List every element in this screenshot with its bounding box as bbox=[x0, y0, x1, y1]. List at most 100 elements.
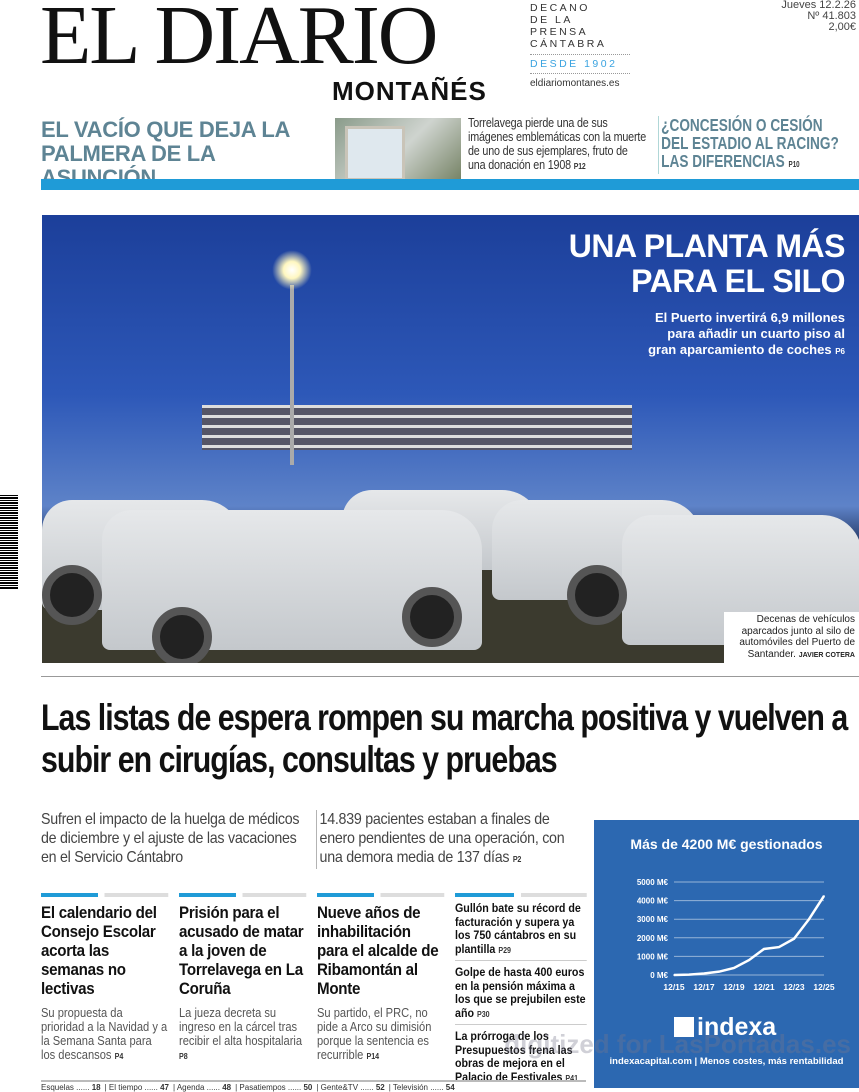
headline-line: UNA PLANTA MÁS bbox=[568, 228, 846, 264]
story-column[interactable]: Nueve años de inhabilitación para el alc… bbox=[317, 893, 445, 1064]
photo-subtitle: El Puerto invertirá 6,9 millones para añ… bbox=[645, 310, 845, 360]
masthead-logo: EL DIARIO bbox=[40, 0, 438, 82]
y-tick-label: 5000 M€ bbox=[637, 878, 669, 887]
ad-logo: indexa bbox=[674, 1013, 776, 1042]
headline-line: PARA EL SILO bbox=[631, 263, 845, 299]
y-tick-label: 0 M€ bbox=[650, 971, 668, 980]
photo-credit: JAVIER COTERA bbox=[798, 651, 855, 659]
lead-subhead-2: 14.839 pacientes estaban a finales de en… bbox=[316, 810, 585, 869]
index-item[interactable]: Esquelas ...... 18 bbox=[41, 1083, 101, 1092]
story-column[interactable]: El calendario del Consejo Escolar acorta… bbox=[41, 893, 169, 1064]
lead-headline[interactable]: Las listas de espera rompen su marcha po… bbox=[41, 697, 848, 780]
ad-chart: 0 M€ 1000 M€ 2000 M€ 3000 M€ 4000 M€ 5000 M€ 1… bbox=[637, 878, 835, 992]
index-bar: Esquelas ...... 18 | El tiempo ...... 47 |… bbox=[41, 1080, 586, 1092]
barcode bbox=[0, 495, 18, 590]
ad-title: Más de 4200 M€ gestionados bbox=[630, 836, 823, 852]
story-headline: Nueve años de inhabilitación para el alc… bbox=[317, 903, 439, 998]
brief-text: La prórroga de los Presupuestos frena la… bbox=[455, 1029, 573, 1084]
teaser-middle[interactable]: Torrelavega pierde una de sus imágenes e… bbox=[468, 116, 647, 174]
since-label: DESDE 1902 bbox=[530, 54, 630, 74]
divider bbox=[41, 676, 859, 677]
watermark: digitized for LasPortadas.es bbox=[504, 1029, 851, 1059]
ad-footer: indexacapital.com | Menos costes, más re… bbox=[609, 1056, 844, 1067]
teaser-photo bbox=[335, 118, 461, 190]
story-headline: El calendario del Consejo Escolar acorta… bbox=[41, 903, 157, 998]
y-tick-label: 3000 M€ bbox=[637, 915, 669, 924]
index-item[interactable]: | Gente&TV ...... 52 bbox=[316, 1083, 385, 1092]
subhead-text: 14.839 pacientes estaban a finales de en… bbox=[319, 811, 565, 866]
x-tick-label: 12/23 bbox=[783, 982, 805, 992]
story-body: Su propuesta da prioridad a la Navidad y… bbox=[41, 1006, 168, 1062]
story-body: La jueza decreta su ingreso en la cárcel… bbox=[179, 1006, 303, 1048]
caption-text: Decenas de vehículos aparcados junto al … bbox=[739, 614, 855, 660]
data-point bbox=[673, 974, 675, 976]
lead-subhead-1: Sufren el impacto de la huelga de médico… bbox=[41, 811, 300, 866]
data-point bbox=[778, 946, 780, 948]
teaser-headline: ¿CONCESIÓN O CESIÓN DEL ESTADIO AL RACIN… bbox=[661, 115, 839, 171]
index-item[interactable]: | Agenda ...... 48 bbox=[172, 1083, 232, 1092]
story-body: Su partido, el PRC, no pide a Arco su di… bbox=[317, 1006, 432, 1062]
issue-number: Nº 41.803 bbox=[807, 10, 856, 22]
lamp-pole bbox=[290, 285, 294, 465]
teaser-text: Torrelavega pierde una de sus imágenes e… bbox=[468, 116, 647, 172]
page-ref: P2 bbox=[512, 855, 522, 864]
data-point bbox=[748, 959, 750, 961]
masthead-tagline: DECANO DE LA PRENSA CÁNTABRA DESDE 1902 … bbox=[530, 2, 630, 90]
page-ref: P10 bbox=[788, 160, 800, 169]
x-tick-label: 12/19 bbox=[723, 982, 745, 992]
page-ref: P4 bbox=[114, 1052, 124, 1061]
subtitle-text: El Puerto invertirá 6,9 millones para añ… bbox=[648, 310, 845, 357]
brand-name: indexa bbox=[697, 1013, 777, 1041]
brief-item[interactable]: Gullón bate su récord de facturación y s… bbox=[455, 901, 587, 961]
x-tick-label: 12/15 bbox=[663, 982, 685, 992]
photo-headline[interactable]: UNA PLANTA MÁS PARA EL SILO bbox=[568, 228, 846, 299]
data-point bbox=[718, 970, 720, 973]
tagline-line: CÁNTABRA bbox=[530, 38, 607, 50]
tagline-line: DECANO bbox=[530, 2, 590, 14]
lamp-light bbox=[272, 250, 312, 290]
indexa-ad[interactable]: Más de 4200 M€ gestionados 0 M€ 1000 M€ 20… bbox=[594, 820, 859, 1088]
data-point bbox=[688, 973, 690, 976]
brief-item[interactable]: Golpe de hasta 400 euros en la pensión m… bbox=[455, 965, 587, 1025]
page-ref: P29 bbox=[498, 945, 512, 955]
price: 2,00€ bbox=[828, 21, 856, 33]
main-photo: UNA PLANTA MÁS PARA EL SILO El Puerto inv… bbox=[42, 215, 859, 663]
data-point bbox=[763, 948, 765, 950]
story-headline: Prisión para el acusado de matar a la jo… bbox=[179, 903, 304, 998]
parking-silo bbox=[202, 405, 632, 450]
story-column[interactable]: Prisión para el acusado de matar a la jo… bbox=[179, 893, 307, 1064]
index-item[interactable]: | Pasatiempos ...... 50 bbox=[235, 1083, 313, 1092]
brief-item[interactable]: La prórroga de los Presupuestos frena la… bbox=[455, 1029, 587, 1088]
website-link[interactable]: eldiariomontanes.es bbox=[530, 78, 620, 89]
index-item[interactable]: | El tiempo ...... 47 bbox=[104, 1083, 169, 1092]
data-point bbox=[823, 895, 825, 897]
y-tick-label: 4000 M€ bbox=[637, 897, 669, 906]
briefs-column: Gullón bate su récord de facturación y s… bbox=[455, 893, 587, 1088]
y-tick-label: 1000 M€ bbox=[637, 952, 669, 961]
tagline-line: DE LA PRENSA bbox=[530, 14, 589, 38]
y-tick-label: 2000 M€ bbox=[637, 934, 669, 943]
page-ref: P12 bbox=[573, 162, 586, 171]
data-point bbox=[793, 937, 795, 940]
teaser-right[interactable]: ¿CONCESIÓN O CESIÓN DEL ESTADIO AL RACIN… bbox=[658, 116, 850, 174]
brief-text: Golpe de hasta 400 euros en la pensión m… bbox=[455, 965, 586, 1020]
issue-info: Jueves 12.2.26 Nº 41.803 2,00€ bbox=[781, 0, 856, 33]
page-ref: P8 bbox=[179, 1052, 188, 1061]
x-tick-label: 12/17 bbox=[693, 982, 715, 992]
data-point bbox=[733, 967, 735, 969]
page-ref: P41 bbox=[565, 1073, 579, 1083]
index-item[interactable]: | Televisión ...... 54 bbox=[388, 1083, 455, 1092]
teaser-left-headline[interactable]: EL VACÍO QUE DEJA LA PALMERA DE LA ASUNC… bbox=[41, 117, 290, 190]
photo-caption: Decenas de vehículos aparcados junto al … bbox=[724, 612, 859, 663]
page-ref: P30 bbox=[476, 1009, 490, 1019]
data-point bbox=[808, 918, 810, 920]
x-tick-label: 12/21 bbox=[753, 982, 775, 992]
brief-text: Gullón bate su récord de facturación y s… bbox=[455, 901, 581, 956]
data-line bbox=[673, 895, 826, 977]
indexa-logo-icon bbox=[674, 1017, 694, 1037]
page-ref: P6 bbox=[835, 347, 845, 356]
masthead-logo-sub: MONTAÑÉS bbox=[332, 76, 487, 106]
page-ref: P14 bbox=[366, 1052, 380, 1061]
accent-bar bbox=[41, 179, 859, 190]
x-tick-label: 12/25 bbox=[813, 982, 835, 992]
